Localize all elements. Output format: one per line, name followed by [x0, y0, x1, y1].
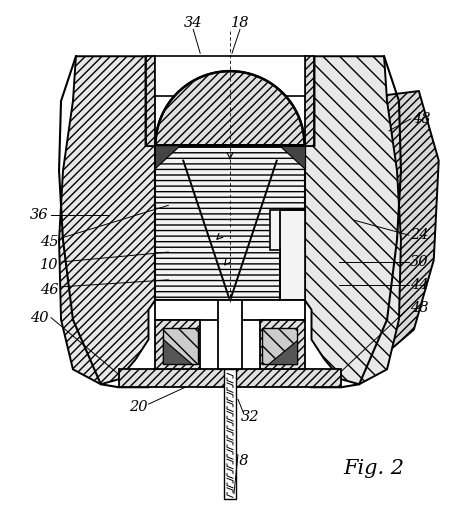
- Polygon shape: [155, 146, 180, 168]
- Text: 46: 46: [40, 283, 58, 297]
- Text: 30: 30: [409, 255, 427, 269]
- Polygon shape: [163, 328, 198, 365]
- Text: 48: 48: [411, 112, 429, 126]
- Text: 36: 36: [30, 209, 48, 222]
- Polygon shape: [304, 56, 314, 146]
- Polygon shape: [155, 300, 304, 320]
- Polygon shape: [59, 56, 155, 384]
- Polygon shape: [145, 56, 155, 146]
- Polygon shape: [279, 146, 304, 168]
- Polygon shape: [155, 56, 304, 96]
- Text: 40: 40: [30, 310, 48, 324]
- Polygon shape: [269, 210, 304, 300]
- Polygon shape: [259, 320, 304, 369]
- Text: 32: 32: [240, 410, 258, 424]
- Text: 18: 18: [230, 17, 249, 31]
- Text: 18: 18: [230, 454, 249, 468]
- Text: 44: 44: [409, 278, 427, 292]
- Polygon shape: [218, 300, 241, 369]
- Polygon shape: [314, 91, 438, 359]
- Text: 10: 10: [40, 258, 58, 272]
- Text: 48: 48: [409, 301, 427, 315]
- Polygon shape: [155, 71, 304, 146]
- Text: Fig. 2: Fig. 2: [343, 459, 404, 478]
- Polygon shape: [155, 320, 200, 369]
- Polygon shape: [118, 369, 341, 387]
- Polygon shape: [267, 340, 296, 365]
- Text: 45: 45: [40, 235, 58, 249]
- Polygon shape: [155, 146, 304, 300]
- Polygon shape: [304, 56, 400, 384]
- Polygon shape: [261, 328, 296, 365]
- Polygon shape: [224, 369, 235, 499]
- Text: 34: 34: [184, 17, 202, 31]
- Polygon shape: [163, 340, 192, 365]
- Text: 20: 20: [129, 400, 147, 414]
- Text: 24: 24: [409, 228, 427, 242]
